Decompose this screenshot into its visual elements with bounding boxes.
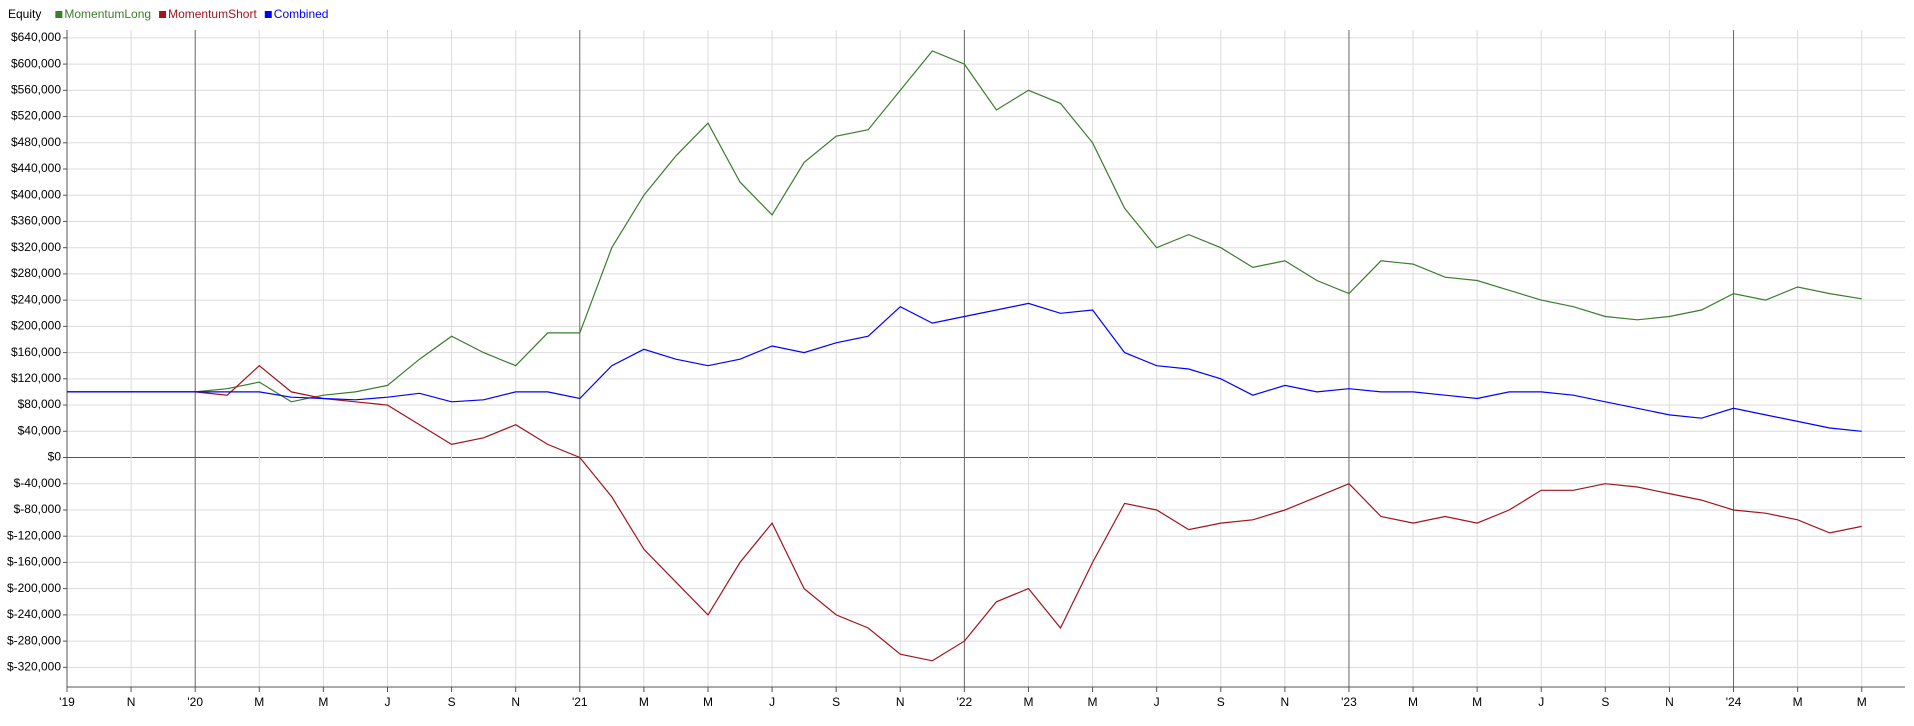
y-tick-label: $0 bbox=[48, 450, 62, 464]
legend-label: MomentumLong bbox=[64, 7, 151, 21]
y-tick-label: $600,000 bbox=[11, 56, 61, 70]
y-tick-label: $-200,000 bbox=[7, 581, 61, 595]
x-tick-label: S bbox=[1217, 695, 1225, 709]
plot-area bbox=[67, 30, 1905, 687]
x-tick-label: M bbox=[1408, 695, 1418, 709]
x-tick-label: N bbox=[127, 695, 136, 709]
x-tick-label: '19 bbox=[59, 695, 75, 709]
y-tick-label: $-120,000 bbox=[7, 528, 61, 542]
x-tick-label: '21 bbox=[572, 695, 588, 709]
x-tick-label: '23 bbox=[1341, 695, 1357, 709]
series-line bbox=[67, 50, 1862, 403]
y-tick-label: $160,000 bbox=[11, 345, 61, 359]
y-tick-label: $240,000 bbox=[11, 292, 61, 306]
x-tick-label: '24 bbox=[1726, 695, 1742, 709]
x-tick-label: N bbox=[511, 695, 520, 709]
legend-swatch bbox=[55, 11, 63, 18]
series-line bbox=[67, 302, 1862, 432]
legend-label: MomentumShort bbox=[168, 7, 257, 21]
x-tick-label: S bbox=[1601, 695, 1609, 709]
x-tick-label: J bbox=[1538, 695, 1544, 709]
y-tick-label: $360,000 bbox=[11, 214, 61, 228]
y-tick-label: $-40,000 bbox=[14, 476, 62, 490]
y-tick-label: $400,000 bbox=[11, 187, 61, 201]
y-tick-label: $-80,000 bbox=[14, 502, 62, 516]
legend-label: Combined bbox=[274, 7, 329, 21]
y-tick-label: $200,000 bbox=[11, 319, 61, 333]
x-tick-label: M bbox=[1793, 695, 1803, 709]
y-tick-label: $480,000 bbox=[11, 135, 61, 149]
y-tick-label: $40,000 bbox=[18, 423, 62, 437]
x-tick-label: J bbox=[384, 695, 390, 709]
y-tick-label: $120,000 bbox=[11, 371, 61, 385]
y-tick-label: $-240,000 bbox=[7, 607, 61, 621]
legend-swatch bbox=[264, 11, 272, 18]
legend-title: Equity bbox=[8, 7, 41, 21]
y-tick-label: $560,000 bbox=[11, 82, 61, 96]
x-tick-label: M bbox=[1472, 695, 1482, 709]
x-tick-label: M bbox=[1088, 695, 1098, 709]
y-tick-label: $-160,000 bbox=[7, 555, 61, 569]
series-line bbox=[67, 364, 1862, 662]
y-tick-label: $80,000 bbox=[18, 397, 62, 411]
y-tick-label: $440,000 bbox=[11, 161, 61, 175]
y-tick-label: $280,000 bbox=[11, 266, 61, 280]
x-tick-label: M bbox=[1023, 695, 1033, 709]
x-tick-label: J bbox=[769, 695, 775, 709]
x-tick-label: J bbox=[1154, 695, 1160, 709]
y-tick-label: $320,000 bbox=[11, 240, 61, 254]
y-tick-label: $-320,000 bbox=[7, 660, 61, 674]
y-tick-label: $640,000 bbox=[11, 30, 61, 44]
legend-swatch bbox=[159, 11, 167, 18]
x-tick-label: M bbox=[639, 695, 649, 709]
x-tick-label: M bbox=[318, 695, 328, 709]
x-tick-label: M bbox=[703, 695, 713, 709]
x-tick-label: '22 bbox=[957, 695, 973, 709]
x-tick-label: M bbox=[254, 695, 264, 709]
x-tick-label: N bbox=[896, 695, 905, 709]
x-tick-label: S bbox=[448, 695, 456, 709]
x-tick-label: '20 bbox=[187, 695, 203, 709]
x-tick-label: N bbox=[1281, 695, 1290, 709]
x-tick-label: M bbox=[1857, 695, 1867, 709]
x-tick-label: N bbox=[1665, 695, 1674, 709]
y-tick-label: $-280,000 bbox=[7, 633, 61, 647]
y-tick-label: $520,000 bbox=[11, 109, 61, 123]
x-tick-label: S bbox=[832, 695, 840, 709]
